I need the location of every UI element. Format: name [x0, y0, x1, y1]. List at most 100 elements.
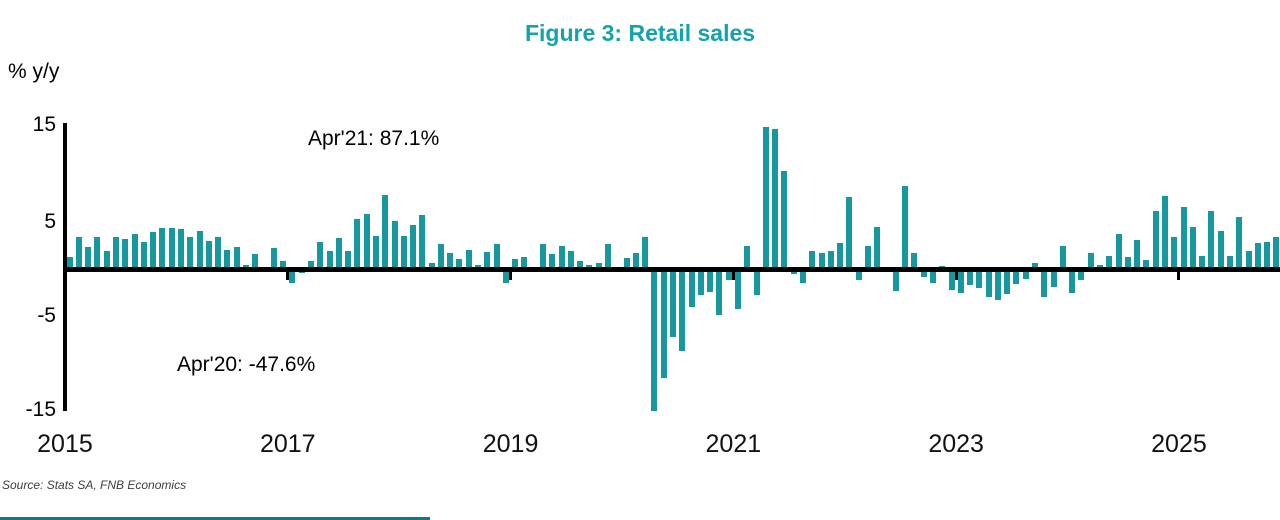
bar — [1217, 231, 1224, 269]
bar — [632, 252, 639, 269]
bar — [558, 246, 565, 269]
bar — [326, 251, 333, 269]
bar — [391, 220, 398, 269]
bar — [577, 260, 584, 269]
bar — [605, 243, 612, 269]
bar — [233, 247, 240, 269]
bar — [1022, 269, 1029, 280]
bar — [400, 235, 407, 269]
bar — [957, 269, 964, 293]
y-axis-unit-label: % y/y — [8, 60, 60, 83]
bar — [707, 269, 714, 292]
bar — [307, 260, 314, 269]
bar — [131, 234, 138, 269]
bar — [948, 269, 955, 290]
x-tick-mark — [1177, 271, 1181, 280]
bar — [493, 243, 500, 269]
x-tick-label-2021: 2021 — [705, 430, 762, 458]
bar — [252, 253, 259, 269]
bar — [317, 241, 324, 269]
annotation-apr21-peak: Apr'21: 87.1% — [308, 127, 440, 150]
bar — [335, 237, 342, 269]
bar — [753, 269, 760, 296]
bar — [1115, 234, 1122, 269]
bar — [428, 263, 435, 269]
x-tick-mark — [286, 271, 290, 280]
bar — [215, 236, 222, 269]
bar — [456, 258, 463, 269]
y-tick-label-neg15: -15 — [25, 398, 56, 421]
bar — [177, 229, 184, 269]
bar — [1069, 269, 1076, 293]
bar — [762, 127, 769, 269]
x-tick-mark — [509, 271, 513, 280]
bar — [484, 252, 491, 269]
bar — [1199, 255, 1206, 269]
x-tick-label-2023: 2023 — [928, 430, 984, 458]
bar — [1162, 196, 1169, 269]
bar — [1254, 242, 1261, 269]
bar — [725, 269, 732, 281]
bar — [688, 269, 695, 307]
bar — [372, 235, 379, 269]
bar — [874, 227, 881, 269]
bar — [1152, 210, 1159, 269]
x-tick-label-2019: 2019 — [482, 430, 539, 458]
bar — [781, 170, 788, 269]
bar — [567, 251, 574, 269]
bar — [363, 214, 370, 269]
bar — [540, 244, 547, 269]
bar — [1134, 239, 1141, 269]
bar — [994, 269, 1001, 301]
bar — [595, 263, 602, 269]
bar — [744, 246, 751, 269]
bar — [716, 269, 723, 316]
bar — [902, 185, 909, 269]
bar — [1171, 236, 1178, 269]
bar — [512, 258, 519, 269]
bar — [1087, 252, 1094, 269]
annotation-apr20-trough: Apr'20: -47.6% — [177, 353, 316, 376]
bar — [679, 269, 686, 352]
bar — [382, 195, 389, 269]
bar — [150, 232, 157, 269]
bar — [502, 269, 509, 284]
bar — [734, 269, 741, 309]
bar — [1078, 269, 1085, 281]
bar — [1236, 217, 1243, 269]
bar — [1273, 236, 1280, 269]
y-tick-label-5: 5 — [44, 210, 56, 233]
source-note: Source: Stats SA, FNB Economics — [2, 478, 187, 492]
bar — [772, 129, 779, 269]
bar — [967, 269, 974, 286]
bar — [1106, 255, 1113, 269]
bar — [846, 197, 853, 269]
bar — [799, 269, 806, 284]
bar — [280, 261, 287, 269]
bar — [1032, 263, 1039, 269]
bar — [437, 243, 444, 269]
bar — [270, 248, 277, 269]
x-tick-label-2025: 2025 — [1151, 430, 1207, 458]
bar — [521, 256, 528, 269]
bar — [911, 252, 918, 269]
bar — [929, 269, 936, 284]
bar — [419, 215, 426, 269]
bar — [113, 236, 120, 269]
bar — [1059, 246, 1066, 269]
bar — [85, 247, 92, 269]
bar — [1124, 256, 1131, 269]
bar — [623, 257, 630, 269]
bar — [818, 252, 825, 269]
bar — [75, 236, 82, 269]
bar — [187, 236, 194, 269]
bar — [660, 269, 667, 379]
bar — [809, 251, 816, 269]
bar — [140, 241, 147, 269]
bar — [447, 252, 454, 269]
x-tick-label-2017: 2017 — [259, 430, 316, 458]
bar — [864, 246, 871, 269]
bar — [1227, 255, 1233, 269]
bar — [1245, 251, 1252, 269]
bar — [1004, 269, 1011, 294]
